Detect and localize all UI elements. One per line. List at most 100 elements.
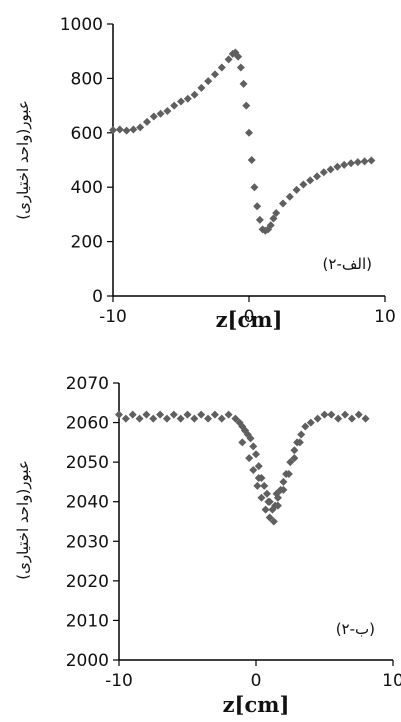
y-tick-label: 2040: [66, 493, 109, 513]
data-point: [341, 410, 350, 419]
data-point: [253, 202, 262, 211]
data-point: [340, 160, 349, 169]
data-point: [284, 470, 293, 479]
data-point: [301, 422, 310, 431]
y-tick-label: 2050: [66, 453, 109, 473]
data-point: [249, 442, 258, 451]
data-point: [313, 172, 321, 181]
data-point: [163, 107, 172, 116]
data-point: [241, 426, 250, 435]
data-point: [217, 63, 226, 72]
data-point: [361, 414, 370, 423]
data-point: [334, 414, 343, 423]
panel-label: (۲-ب): [336, 620, 375, 638]
data-point: [252, 450, 260, 459]
data-point: [245, 128, 253, 137]
data-point: [327, 410, 336, 419]
data-point: [272, 209, 281, 218]
data-point: [109, 126, 117, 135]
data-point: [279, 477, 288, 486]
data-point: [170, 101, 179, 110]
data-point: [190, 414, 199, 423]
data-point: [211, 70, 219, 79]
data-point: [290, 446, 299, 455]
data-point: [156, 109, 165, 118]
data-point: [249, 466, 258, 475]
x-ticks: -10 0 10: [105, 660, 401, 691]
y-tick-label: 2020: [66, 572, 109, 592]
y-tick-label: 400: [71, 178, 103, 198]
data-point: [183, 410, 192, 419]
data-point: [136, 123, 145, 132]
data-point: [262, 489, 271, 498]
data-point: [297, 430, 306, 439]
y-tick-label: 2030: [66, 532, 109, 552]
y-axis-label: عبور(واحد اختیاری): [14, 460, 32, 580]
data-point: [121, 414, 130, 423]
data-point: [273, 501, 282, 510]
data-points: [109, 48, 376, 235]
data-point: [234, 52, 243, 61]
data-point: [204, 414, 213, 423]
data-point: [177, 97, 185, 106]
data-point: [183, 94, 192, 103]
y-tick-label: 800: [71, 69, 103, 89]
data-point: [254, 473, 263, 482]
y-tick-label: 0: [92, 287, 103, 307]
data-point: [210, 410, 219, 419]
data-point: [239, 79, 248, 88]
x-tick-label: -10: [99, 307, 127, 327]
data-point: [128, 410, 137, 419]
panel-label: (۲-الف): [323, 255, 372, 273]
data-point: [295, 438, 304, 447]
x-tick-label: 0: [251, 671, 262, 691]
data-point: [261, 505, 270, 514]
x-axis-label: z[cm]: [223, 692, 290, 717]
data-point: [204, 77, 213, 86]
data-point: [115, 410, 123, 419]
data-point: [162, 414, 171, 423]
data-point: [142, 410, 151, 419]
data-point: [224, 55, 233, 64]
data-point: [247, 156, 256, 164]
data-point: [197, 83, 206, 92]
data-point: [306, 418, 315, 427]
data-point: [279, 199, 287, 208]
y-ticks: 2000 2010 2020 2030 2040 2050 2060 2070: [66, 374, 119, 671]
y-tick-label: 2000: [66, 651, 109, 671]
data-point: [238, 438, 247, 447]
data-point: [264, 497, 273, 506]
y-tick-label: 1000: [60, 15, 103, 35]
data-point: [156, 410, 165, 419]
data-point: [246, 434, 255, 443]
data-point: [290, 454, 299, 463]
x-tick-label: 10: [374, 307, 396, 327]
data-point: [254, 462, 263, 471]
data-point: [176, 414, 185, 423]
data-point: [279, 485, 288, 494]
x-tick-label: 10: [382, 671, 401, 691]
data-point: [149, 112, 158, 121]
data-point: [269, 214, 278, 223]
data-point: [347, 414, 356, 423]
data-point: [257, 493, 266, 502]
data-point: [231, 414, 240, 423]
data-point: [360, 157, 369, 166]
y-tick-label: 600: [71, 124, 103, 144]
data-point: [272, 489, 281, 498]
data-point: [190, 90, 199, 99]
data-point: [354, 410, 363, 419]
x-tick-label: -10: [105, 671, 133, 691]
data-point: [269, 517, 278, 526]
data-point: [115, 125, 124, 134]
data-point: [285, 192, 294, 201]
data-point: [135, 414, 144, 423]
data-point: [255, 215, 264, 224]
data-point: [245, 454, 254, 463]
y-tick-label: 2060: [66, 414, 109, 434]
y-axis-label: عبور(واحد اختیاری): [14, 100, 32, 220]
data-point: [333, 162, 342, 171]
data-point: [299, 180, 308, 189]
data-point: [292, 185, 301, 194]
